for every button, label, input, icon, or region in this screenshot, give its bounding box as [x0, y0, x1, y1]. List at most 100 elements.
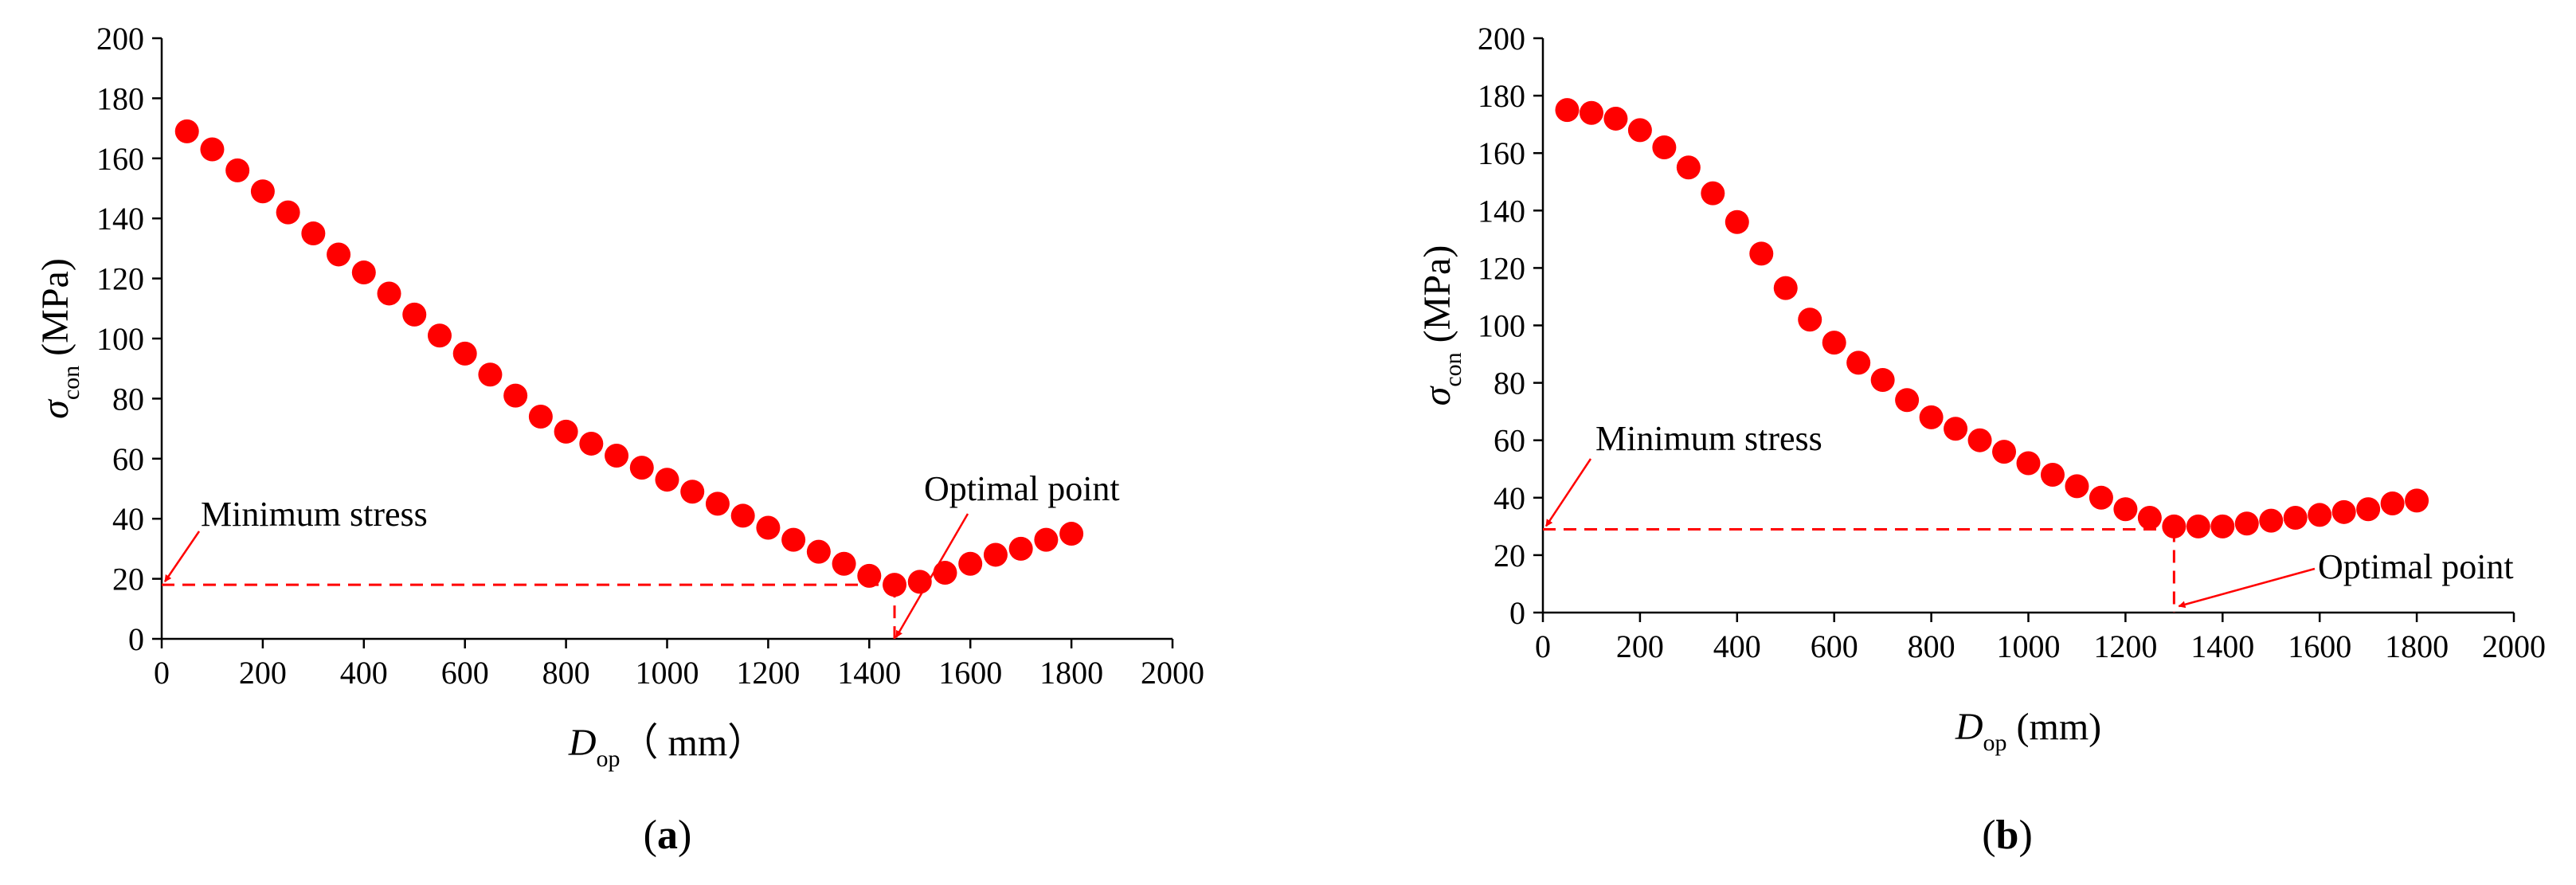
- chart-b-data-point: [1676, 155, 1701, 180]
- chart-a-y-axis-label: σcon (MPa): [34, 258, 84, 419]
- chart-a-y-tick-label: 20: [112, 562, 144, 597]
- chart-a-data-point: [756, 515, 781, 540]
- chart-a-data-point: [327, 242, 351, 267]
- chart-a-data-point: [427, 323, 452, 348]
- chart-a-data-point: [781, 527, 806, 552]
- chart-b-y-tick-label: 160: [1478, 135, 1525, 171]
- chart-b-data-point: [2065, 474, 2089, 499]
- chart-a-data-point: [478, 362, 503, 387]
- chart-b-data-point: [1870, 367, 1895, 392]
- chart-b-y-tick-label: 140: [1478, 193, 1525, 229]
- chart-a-x-tick-label: 1000: [636, 655, 699, 691]
- chart-b-min-stress-label: Minimum stress: [1595, 419, 1822, 458]
- chart-a-data-point: [806, 539, 831, 564]
- chart-a-data-point: [1008, 536, 1033, 561]
- chart-b-data-point: [1725, 210, 1749, 234]
- chart-b-data-point: [1773, 276, 1798, 300]
- chart-a-data-point: [503, 383, 528, 408]
- chart-b-data-point: [2016, 451, 2041, 476]
- chart-b-data-point: [1652, 135, 1677, 159]
- chart-b-data-point: [1919, 405, 1944, 429]
- chart-a-x-tick-label: 800: [542, 655, 590, 691]
- chart-a-data-point: [377, 281, 401, 306]
- chart-b-data-point: [1701, 181, 1725, 206]
- chart-a-data-point: [528, 405, 553, 429]
- chart-a-min-stress-arrow: [163, 531, 201, 582]
- chart-b-data-point: [2308, 503, 2332, 527]
- chart-a-y-tick-label: 0: [128, 621, 144, 657]
- chart-b-y-tick-label: 120: [1478, 250, 1525, 286]
- chart-b-data-point: [1627, 118, 1652, 143]
- chart-a-x-axis-label: Dop（ mm）: [568, 722, 765, 772]
- chart-a-data-point: [730, 503, 755, 528]
- chart-a-y-tick-label: 200: [96, 21, 144, 57]
- chart-b-data-point: [2234, 511, 2259, 536]
- chart-b-y-tick-label: 100: [1478, 308, 1525, 344]
- chart-b-data-point: [2405, 488, 2429, 513]
- chart-b-data-point: [1603, 106, 1628, 131]
- chart-a-data-point: [629, 456, 654, 480]
- chart-b-x-tick-label: 200: [1616, 629, 1664, 664]
- chart-a-data-point: [452, 341, 477, 366]
- chart-b-y-tick-label: 200: [1478, 21, 1525, 57]
- chart-b-data-point: [2113, 497, 2138, 522]
- chart-a-data-point: [857, 563, 882, 588]
- chart-a-data-point: [1059, 522, 1084, 546]
- chart-a-data-point: [832, 551, 856, 576]
- chart-b-data-point: [1555, 98, 1580, 123]
- chart-b-data-point: [2380, 491, 2405, 516]
- chart-a-data-point: [301, 221, 326, 246]
- chart-b-data-point: [2356, 497, 2381, 522]
- chart-b-y-tick-label: 20: [1494, 538, 1525, 574]
- chart-a-x-tick-label: 2000: [1141, 655, 1204, 691]
- chart-b-x-tick-label: 1600: [2288, 629, 2351, 664]
- chart-a-y-tick-label: 180: [96, 80, 144, 116]
- chart-a-data-point: [351, 260, 376, 285]
- chart-a-y-tick-label: 100: [96, 321, 144, 357]
- chart-a-data-point: [554, 419, 578, 444]
- chart-b-data-point: [1992, 440, 2017, 464]
- chart-b-y-axis-label: σcon (MPa): [1416, 245, 1466, 406]
- chart-b-data-point: [1895, 388, 1920, 413]
- chart-a-data-point: [605, 444, 629, 468]
- chart-b-x-tick-label: 2000: [2482, 629, 2546, 664]
- chart-b-y-tick-label: 60: [1494, 423, 1525, 459]
- chart-b-data-point: [1944, 417, 1968, 441]
- chart-b-data-point: [1749, 241, 1774, 266]
- chart-b-data-point: [2283, 506, 2308, 531]
- chart-a-y-tick-label: 80: [112, 381, 144, 417]
- chart-b-data-point: [2331, 499, 2356, 524]
- chart-a-y-tick-label: 60: [112, 441, 144, 477]
- chart-a-min-stress-label: Minimum stress: [201, 495, 428, 534]
- chart-a-data-point: [680, 480, 705, 504]
- chart-b-y-tick-label: 0: [1509, 595, 1525, 631]
- chart-a-data-point: [1034, 527, 1059, 552]
- chart-b-data-point: [2162, 514, 2186, 538]
- chart-a-x-tick-label: 1400: [837, 655, 901, 691]
- chart-a-data-point: [200, 137, 225, 162]
- chart-b-min-stress-arrow: [1544, 458, 1592, 527]
- chart-a-x-tick-label: 600: [441, 655, 489, 691]
- chart-b-data-point: [1579, 100, 1603, 125]
- chart-b-x-tick-label: 1400: [2190, 629, 2254, 664]
- chart-b-x-axis-label: Dop (mm): [1955, 706, 2101, 756]
- chart-b-data-point: [2186, 514, 2210, 538]
- chart-b-optimal-arrow: [2178, 567, 2316, 609]
- chart-a-data-point: [276, 200, 300, 225]
- chart-panel-b: 0 200 400 600 800 1000 1200 1400 1600 1800 2000 0 20…: [1416, 21, 2546, 858]
- chart-a-data-point: [883, 573, 907, 597]
- chart-b-data-point: [1967, 428, 1992, 452]
- chart-b-data-point: [1822, 331, 1846, 355]
- chart-a-data-point: [579, 431, 604, 456]
- chart-a-optimal-label: Optimal point: [924, 469, 1120, 508]
- chart-b-data-point: [1846, 350, 1871, 375]
- chart-a-y-tick-label: 140: [96, 201, 144, 237]
- chart-b-y-tick-label: 80: [1494, 366, 1525, 401]
- chart-b-x-tick-label: 600: [1811, 629, 1858, 664]
- chart-b-y-tick-label: 40: [1494, 480, 1525, 516]
- chart-a-x-tick-label: 1600: [938, 655, 1002, 691]
- chart-b-data-point: [2259, 508, 2284, 533]
- chart-b-data-point: [2040, 462, 2065, 487]
- chart-a-y-tick-label: 40: [112, 501, 144, 537]
